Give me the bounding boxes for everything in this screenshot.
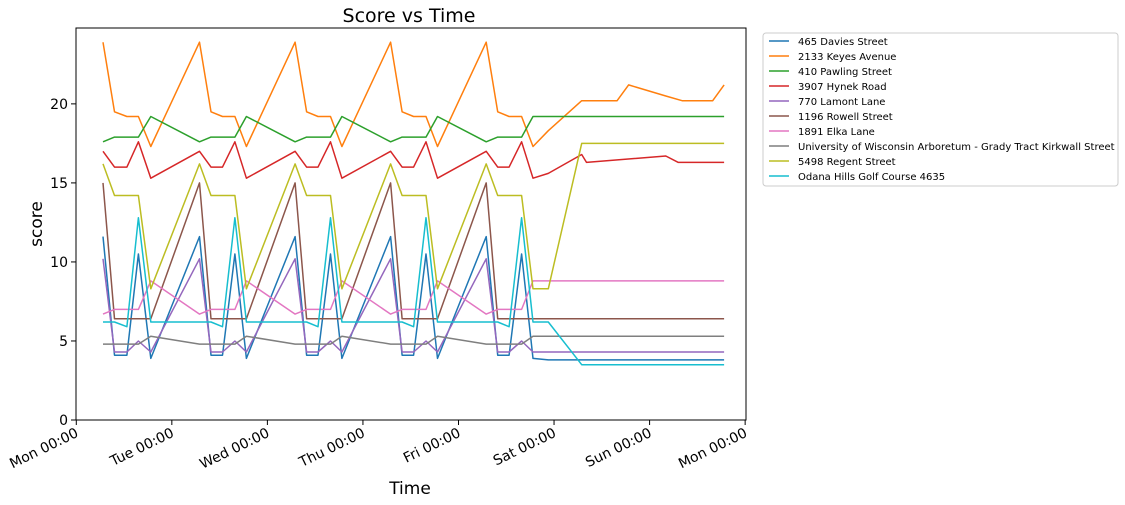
y-axis: 0 5 10 15 20	[50, 97, 76, 429]
series-line-9	[102, 142, 725, 290]
series-line-5	[102, 258, 725, 353]
legend-label: 5498 Regent Street	[798, 157, 896, 168]
x-tick-label: Tue 00:00	[107, 425, 177, 470]
x-tick-label: Sat 00:00	[491, 425, 559, 469]
y-tick-label: 10	[50, 255, 68, 271]
plot-area	[75, 27, 747, 421]
x-tick-label: Fri 00:00	[401, 425, 463, 466]
legend-label: University of Wisconsin Arboretum - Grad…	[798, 142, 1115, 153]
legend: 465 Davies Street 2133 Keyes Avenue 410 Pa…	[762, 32, 1119, 187]
x-axis: Mon 00:00 Tue 00:00 Wed 00:00 Thu 00:00 Fri …	[7, 420, 750, 473]
series-line-7	[102, 280, 725, 315]
legend-label: Odana Hills Golf Course 4635	[798, 172, 945, 183]
series-line-10	[103, 216, 725, 366]
legend-label: 1196 Rowell Street	[798, 112, 893, 123]
plot-frame	[75, 27, 747, 421]
legend-label: 465 Davies Street	[798, 37, 888, 48]
y-tick-label: 5	[59, 334, 68, 350]
legend-label: 3907 Hynek Road	[798, 82, 887, 93]
x-tick-label: Wed 00:00	[197, 425, 272, 472]
y-axis-label: score	[27, 201, 47, 247]
legend-frame	[762, 32, 1119, 187]
series-line-2	[102, 41, 725, 148]
series-line-1	[102, 235, 725, 361]
x-tick-label: Sun 00:00	[583, 425, 654, 471]
legend-label: 770 Lamont Lane	[798, 97, 885, 108]
x-axis-label: Time	[388, 479, 431, 499]
series-line-6	[102, 182, 725, 320]
x-tick-label: Thu 00:00	[296, 425, 368, 471]
legend-label: 2133 Keyes Avenue	[798, 52, 896, 63]
x-tick-label: Mon 00:00	[7, 425, 81, 472]
legend-label: 410 Pawling Street	[798, 67, 892, 78]
y-tick-label: 15	[50, 176, 68, 192]
series-line-4	[102, 141, 725, 179]
series-line-8	[103, 335, 725, 345]
chart-title: Score vs Time	[343, 5, 476, 27]
y-tick-label: 0	[59, 413, 68, 429]
x-tick-label: Mon 00:00	[676, 425, 750, 472]
legend-label: 1891 Elka Lane	[798, 127, 875, 138]
series-line-3	[102, 115, 725, 143]
y-tick-label: 20	[50, 97, 68, 113]
